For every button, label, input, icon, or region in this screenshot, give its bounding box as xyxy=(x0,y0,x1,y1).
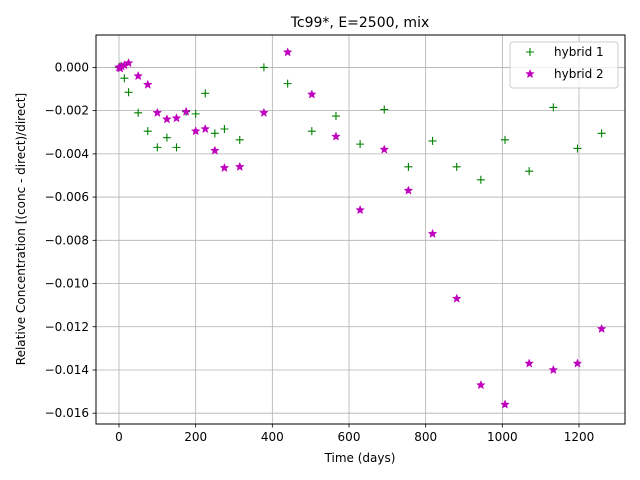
data-point-series-1 xyxy=(549,103,558,112)
data-point-series-1 xyxy=(143,127,152,136)
y-tick-label: −0.012 xyxy=(45,320,89,334)
data-point-series-1 xyxy=(191,109,200,118)
y-tick-label: −0.010 xyxy=(45,277,89,291)
data-point-series-1 xyxy=(597,129,606,138)
legend-marker-hybrid-2 xyxy=(525,68,535,79)
data-point-series-1 xyxy=(525,167,534,176)
legend-markers xyxy=(525,48,535,79)
data-point-series-1 xyxy=(220,125,229,134)
data-point-series-1 xyxy=(172,143,181,152)
y-axis-label: Relative Concentration [(conc - direct)/… xyxy=(14,93,28,365)
x-tick-label: 800 xyxy=(414,430,437,444)
data-point-series-2 xyxy=(181,106,191,116)
data-point-series-2 xyxy=(234,161,245,171)
data-point-series-1 xyxy=(235,135,244,144)
data-point-series-1 xyxy=(201,89,210,98)
data-point-series-1 xyxy=(331,112,340,121)
y-tick-label: −0.014 xyxy=(45,363,89,377)
data-point-series-1 xyxy=(283,79,292,88)
data-point-series-2 xyxy=(596,323,607,334)
legend-box xyxy=(509,41,619,89)
data-point-series-1 xyxy=(153,143,162,152)
x-tick-label: 1000 xyxy=(487,430,518,444)
data-point-series-2 xyxy=(190,126,201,136)
y-tick-label: −0.016 xyxy=(45,406,89,420)
data-point-series-2 xyxy=(306,89,317,99)
x-tick-label: 1200 xyxy=(564,430,595,444)
data-point-series-1 xyxy=(210,129,219,138)
data-point-series-2 xyxy=(427,228,438,238)
x-tick-label: 600 xyxy=(338,430,361,444)
data-point-series-1 xyxy=(120,74,129,83)
data-point-series-2 xyxy=(379,144,390,154)
data-point-series-2 xyxy=(200,123,211,134)
data-point-series-1 xyxy=(162,133,171,142)
data-point-series-2 xyxy=(331,131,341,141)
data-point-series-1 xyxy=(259,63,268,72)
y-tick-label: −0.004 xyxy=(45,147,89,161)
legend: hybrid 1 hybrid 2 xyxy=(509,41,619,89)
x-axis-label: Time (days) xyxy=(324,451,396,465)
data-point-series-2 xyxy=(572,358,583,368)
legend-label-hybrid-1: hybrid 1 xyxy=(554,45,604,59)
series-1-points xyxy=(115,62,606,184)
data-point-series-2 xyxy=(123,57,134,68)
data-point-series-1 xyxy=(134,108,143,117)
x-tick-label: 400 xyxy=(261,430,284,444)
data-point-series-2 xyxy=(282,47,293,57)
x-tick-label: 200 xyxy=(184,430,207,444)
axis-ticks: 0 200 400 600 800 1000 1200 0.000 −0.002 −0.004 −0… xyxy=(45,60,595,444)
x-tick-label: 0 xyxy=(115,430,123,444)
data-point-series-2 xyxy=(548,364,559,375)
y-tick-label: 0.000 xyxy=(55,60,89,74)
data-point-series-1 xyxy=(124,88,133,97)
data-point-series-1 xyxy=(380,105,389,114)
data-point-series-1 xyxy=(404,162,413,171)
legend-label-hybrid-2: hybrid 2 xyxy=(554,67,604,81)
data-point-series-2 xyxy=(451,293,462,303)
y-tick-label: −0.006 xyxy=(45,190,89,204)
data-point-series-1 xyxy=(428,136,437,145)
data-point-series-2 xyxy=(259,107,269,117)
data-point-series-2 xyxy=(209,145,220,155)
series-2-points xyxy=(114,47,607,409)
legend-marker-hybrid-1 xyxy=(526,48,534,56)
data-point-series-2 xyxy=(403,185,414,195)
data-point-series-2 xyxy=(500,399,510,409)
data-point-series-2 xyxy=(219,162,230,173)
data-point-series-2 xyxy=(476,380,486,390)
data-point-series-1 xyxy=(573,144,582,153)
data-point-series-2 xyxy=(524,358,535,368)
data-point-series-2 xyxy=(152,107,163,117)
data-point-series-1 xyxy=(356,140,365,149)
y-tick-label: −0.008 xyxy=(45,233,89,247)
data-point-series-2 xyxy=(355,204,365,215)
data-point-series-1 xyxy=(307,127,316,136)
data-point-series-1 xyxy=(501,135,510,144)
y-tick-label: −0.002 xyxy=(45,104,89,118)
data-points xyxy=(114,47,607,409)
data-point-series-2 xyxy=(162,114,172,124)
data-point-series-1 xyxy=(476,175,485,184)
chart-title: Tc99*, E=2500, mix xyxy=(290,15,430,31)
data-point-series-2 xyxy=(171,113,182,123)
data-point-series-2 xyxy=(133,70,144,81)
data-point-series-1 xyxy=(452,162,461,171)
plot-area-frame xyxy=(95,34,626,425)
data-point-series-2 xyxy=(142,79,153,89)
